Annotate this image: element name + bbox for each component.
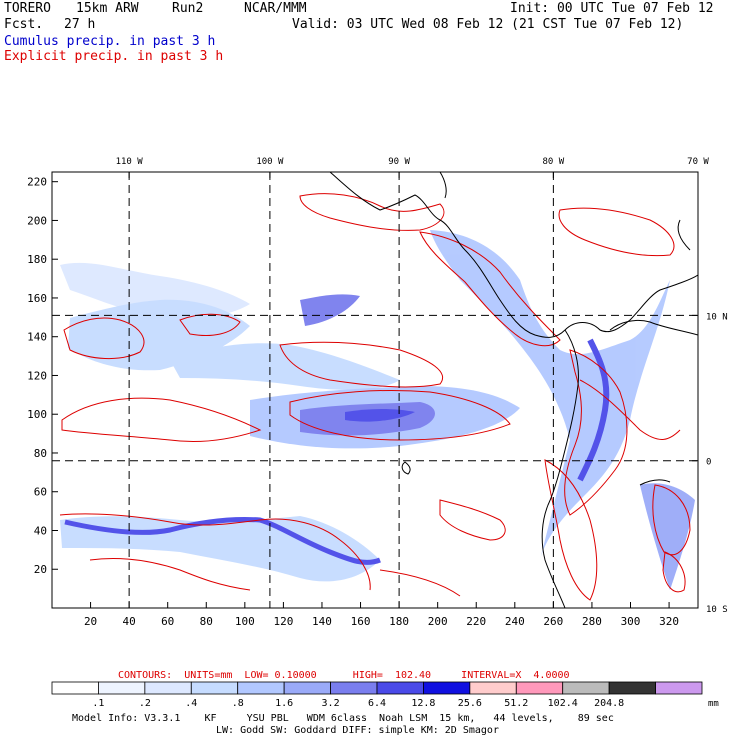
lon-label-0: 110 W [116,157,144,167]
scale-level-4: 1.6 [275,698,293,709]
y-tick-label-1: 40 [34,524,47,537]
lon-label-3: 80 W [543,157,565,167]
chart-axes: 20 40 60 80 100 120 140 160 180 200 220 240 260 280 30… [27,157,728,628]
contours-info: CONTOURS: UNITS=mm LOW= 0.10000 HIGH= 10… [118,670,570,681]
x-tick-label-0: 20 [84,615,97,628]
scale-level-2: .4 [185,698,197,709]
scale-swatch-9 [469,681,517,695]
cumulus-band-ne [300,294,360,326]
scale-swatch-12 [608,681,656,695]
y-tick-label-7: 160 [27,292,47,305]
lat-label-2: 10 S [706,605,728,615]
lat-label-0: 10 N [706,312,728,322]
plot-frame [51,171,699,609]
y-tick-label-2: 60 [34,486,47,499]
scale-level-5: 3.2 [322,698,340,709]
scale-level-9: 51.2 [504,698,528,709]
cumulus-core-coast [577,338,610,482]
explicit-legend-label: Explicit precip. in past 3 h [4,49,224,64]
x-tick-label-12: 260 [543,615,563,628]
scale-level-0: .1 [92,698,104,709]
cumulus-band-coast [430,230,670,560]
model-name: TORERO [4,1,51,16]
x-tick-label-6: 140 [312,615,332,628]
scale-swatch-8 [423,681,471,695]
x-tick-label-3: 80 [200,615,213,628]
x-tick-label-7: 160 [351,615,371,628]
scale-level-8: 25.6 [458,698,482,709]
model-resolution: 15km ARW [76,1,139,16]
scale-unit: mm [708,699,719,709]
scale-swatch-0 [51,681,99,695]
x-tick-label-1: 40 [123,615,136,628]
init-time: Init: 00 UTC Tue 07 Feb 12 [510,1,714,16]
explicit-contours [59,193,691,601]
lat-label-1: 0 [706,458,711,468]
x-tick-label-2: 60 [161,615,174,628]
model-info-line1: Model Info: V3.3.1 KF YSU PBL WDM 6class… [72,713,614,724]
cumulus-core-south [64,517,381,565]
scale-level-11: 204.8 [594,698,624,709]
x-tick-label-11: 240 [505,615,525,628]
cumulus-legend-label: Cumulus precip. in past 3 h [4,34,216,49]
scale-level-1: .2 [139,698,151,709]
valid-time: Valid: 03 UTC Wed 08 Feb 12 (21 CST Tue … [292,17,684,32]
y-tick-label-10: 220 [27,176,47,189]
y-tick-label-8: 180 [27,253,47,266]
lon-label-2: 90 W [388,157,410,167]
y-tick-label-0: 20 [34,563,47,576]
model-run: Run2 [172,1,204,16]
scale-level-10: 102.4 [548,698,578,709]
forecast-hour: 27 h [64,17,96,32]
y-tick-label-3: 80 [34,447,47,460]
forecast-label: Fcst. [4,17,44,32]
x-tick-label-8: 180 [389,615,409,628]
x-tick-label-5: 120 [273,615,293,628]
lon-label-4: 70 W [687,157,709,167]
x-tick-label-13: 280 [582,615,602,628]
scale-swatch-4 [237,681,285,695]
y-tick-label-5: 120 [27,369,47,382]
scale-level-6: 6.4 [368,698,386,709]
lon-label-1: 100 W [256,157,284,167]
scale-swatch-2 [144,681,192,695]
scale-swatch-11 [562,681,610,695]
scale-level-7: 12.8 [411,698,435,709]
y-tick-label-4: 100 [27,408,47,421]
cumulus-band-mid-west [170,343,400,390]
scale-swatch-5 [283,681,331,695]
scale-swatch-13 [655,681,703,695]
scale-swatch-7 [376,681,424,695]
scale-swatch-3 [190,681,239,695]
scale-swatch-10 [515,681,564,695]
x-tick-label-10: 220 [466,615,486,628]
x-tick-label-14: 300 [621,615,641,628]
x-tick-label-4: 100 [235,615,255,628]
y-tick-label-6: 140 [27,331,47,344]
cumulus-shading [60,230,695,590]
x-tick-label-15: 320 [659,615,679,628]
coastlines [329,172,698,608]
cumulus-band-se [640,483,695,590]
scale-level-3: .8 [232,698,244,709]
y-tick-label-9: 200 [27,214,47,227]
model-info-line2: LW: Godd SW: Goddard DIFF: simple KM: 2D… [216,725,499,736]
scale-swatch-1 [98,681,146,695]
scale-swatch-6 [330,681,378,695]
lat-lon-grid [52,172,698,608]
model-org: NCAR/MMM [244,1,307,16]
cumulus-core-strip [345,409,415,422]
x-tick-label-9: 200 [428,615,448,628]
